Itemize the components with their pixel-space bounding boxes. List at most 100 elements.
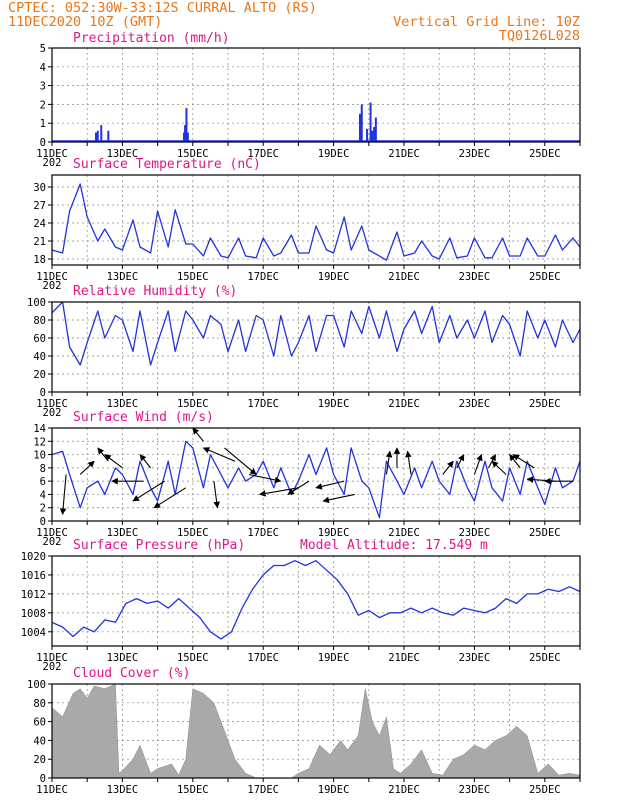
panel-title: Cloud Cover (%) <box>73 666 190 681</box>
x-tick-label: 11DEC <box>36 527 68 539</box>
x-tick-label: 15DEC <box>177 652 209 664</box>
wind-direction-arrow <box>104 454 123 469</box>
x-tick-label: 21DEC <box>388 527 420 539</box>
x-tick-label: 23DEC <box>459 784 491 796</box>
y-tick-label: 40 <box>33 735 46 747</box>
precip-bar <box>373 126 376 142</box>
x-tick-label: 13DEC <box>107 398 139 410</box>
x-tick-label: 15DEC <box>177 398 209 410</box>
panel-title: Surface Wind (m/s) <box>73 410 214 425</box>
x-year-stub: 202 <box>43 536 62 548</box>
panel-title: Surface Pressure (hPa) <box>73 538 245 553</box>
x-tick-label: 23DEC <box>459 527 491 539</box>
wind-direction-arrow <box>79 460 95 475</box>
x-tick-label: 19DEC <box>318 784 350 796</box>
x-tick-label: 17DEC <box>247 148 279 160</box>
y-tick-label: 100 <box>27 297 46 309</box>
y-tick-label: 2 <box>40 503 46 515</box>
panel-title: Surface Temperature (nC) <box>73 157 261 172</box>
y-tick-label: 3 <box>40 81 46 93</box>
x-tick-label: 21DEC <box>388 652 420 664</box>
wind-direction-arrow <box>213 481 220 509</box>
x-tick-label: 13DEC <box>107 527 139 539</box>
x-tick-label: 25DEC <box>529 398 561 410</box>
wind-direction-arrow <box>322 493 355 504</box>
wind-direction-arrow <box>287 480 310 495</box>
y-tick-label: 6 <box>40 476 46 488</box>
y-tick-label: 21 <box>33 236 46 248</box>
x-tick-label: 25DEC <box>529 148 561 160</box>
x-tick-label: 17DEC <box>247 784 279 796</box>
x-tick-label: 21DEC <box>388 148 420 160</box>
y-tick-label: 1012 <box>21 589 46 601</box>
panel-frame <box>51 174 581 266</box>
x-tick-label: 15DEC <box>177 527 209 539</box>
panel-frame <box>51 301 581 393</box>
x-tick-label: 25DEC <box>529 271 561 283</box>
y-tick-label: 0 <box>40 137 46 149</box>
y-tick-label: 0 <box>40 516 46 528</box>
header-date-line: 11DEC2020 10Z (GMT) <box>8 14 162 30</box>
x-tick-label: 11DEC <box>36 652 68 664</box>
y-tick-label: 80 <box>33 315 46 327</box>
x-tick-label: 13DEC <box>107 148 139 160</box>
x-tick-label: 23DEC <box>459 148 491 160</box>
wind-direction-arrow <box>153 487 187 509</box>
y-tick-label: 12 <box>33 436 46 448</box>
header-grid-line-note: Vertical Grid Line: 10Z <box>393 14 580 30</box>
precip-bar <box>183 132 185 142</box>
x-year-stub: 202 <box>43 157 62 169</box>
x-tick-label: 25DEC <box>529 652 561 664</box>
x-year-stub: 202 <box>43 280 62 292</box>
wind-direction-arrow <box>473 453 483 475</box>
x-tick-label: 11DEC <box>36 398 68 410</box>
wind-series-line <box>51 440 581 519</box>
y-tick-label: 1020 <box>21 551 46 563</box>
rh-series-line <box>51 301 581 366</box>
wind-direction-arrow <box>456 453 465 469</box>
wind-direction-arrow <box>315 480 345 490</box>
precip-bar <box>96 130 99 142</box>
x-year-stub: 202 <box>43 661 62 673</box>
y-tick-label: 80 <box>33 698 46 710</box>
x-tick-label: 17DEC <box>247 527 279 539</box>
x-tick-label: 23DEC <box>459 652 491 664</box>
y-tick-label: 60 <box>33 717 46 729</box>
x-tick-label: 23DEC <box>459 398 491 410</box>
panel-title: Precipitation (mm/h) <box>73 31 230 46</box>
x-tick-label: 19DEC <box>318 527 350 539</box>
x-tick-label: 21DEC <box>388 271 420 283</box>
y-tick-label: 20 <box>33 754 46 766</box>
y-tick-label: 24 <box>33 218 46 230</box>
y-tick-label: 27 <box>33 200 46 212</box>
panel-temp: 18 21 24 27 30 11DEC 13DEC 15DEC 17DEC 19DEC 21DEC… <box>33 157 581 292</box>
panel-rh: 0 20 40 60 80 100 11DEC 13DEC 15DEC 17DEC 19DEC 21D… <box>27 284 581 419</box>
wind-direction-arrow <box>192 427 204 442</box>
y-tick-label: 0 <box>40 773 46 785</box>
precip-bar <box>185 108 188 142</box>
x-tick-label: 15DEC <box>177 148 209 160</box>
precip-bar <box>184 125 187 142</box>
wind-direction-arrow <box>512 454 535 469</box>
x-year-stub: 202 <box>43 407 62 419</box>
precip-bar <box>359 113 361 142</box>
x-tick-label: 19DEC <box>318 271 350 283</box>
x-tick-label: 17DEC <box>247 398 279 410</box>
panel-frame <box>51 555 581 647</box>
wind-direction-arrow <box>202 447 236 462</box>
y-tick-label: 20 <box>33 369 46 381</box>
wind-direction-arrow <box>442 460 454 475</box>
x-tick-label: 17DEC <box>247 271 279 283</box>
y-tick-label: 100 <box>27 679 46 691</box>
y-tick-label: 4 <box>40 62 46 74</box>
wind-direction-arrow <box>385 450 393 475</box>
x-tick-label: 19DEC <box>318 148 350 160</box>
panel-cloud: 0 20 40 60 80 100 11DEC 13DEC 15DEC 17DEC 19DEC 21D… <box>27 666 581 796</box>
x-tick-label: 23DEC <box>459 271 491 283</box>
panel-title: Relative Humidity (%) <box>73 284 237 299</box>
y-tick-label: 18 <box>33 254 46 266</box>
x-tick-label: 19DEC <box>318 652 350 664</box>
